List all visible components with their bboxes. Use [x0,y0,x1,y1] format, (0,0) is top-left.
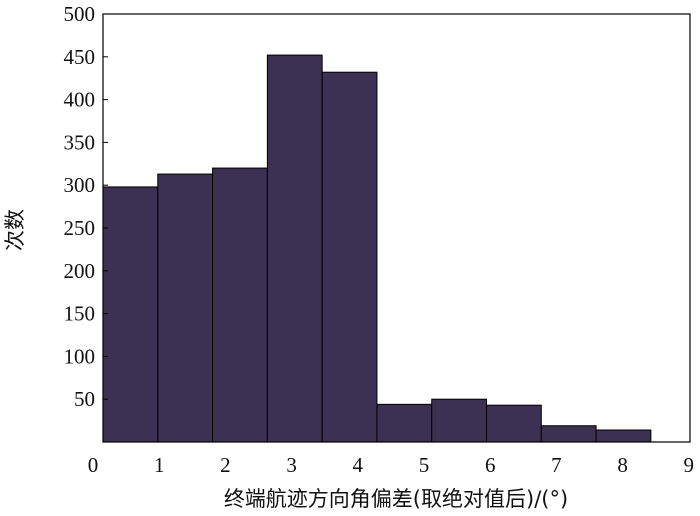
x-tick-label: 6 [485,453,496,477]
histogram-bar [157,173,214,443]
histogram-bar [540,425,597,443]
y-tick-label: 350 [64,130,96,154]
y-tick-label: 400 [64,88,96,112]
x-tick-label: 8 [617,453,628,477]
y-tick-label: 150 [64,302,96,326]
histogram-bar [212,167,268,443]
y-tick-label: 200 [64,259,96,283]
y-tick-label: 300 [64,173,96,197]
y-axis-title: 次数 [3,209,27,251]
y-tick-label: 100 [64,344,96,368]
histogram-bar [102,186,159,443]
x-tick-label: 9 [684,453,695,477]
histogram-bar [376,403,433,443]
x-axis-title: 终端航迹方向角偏差(取绝对值后)/(°) [224,487,568,511]
x-tick-label: 7 [551,453,562,477]
y-tick-labels: 50 100 150 200 250 300 350 400 450 500 [64,2,96,411]
y-tick-label: 250 [64,216,96,240]
histogram-bar [486,404,542,443]
x-tick-labels: 0 1 2 3 4 5 6 7 8 9 [88,453,694,477]
x-tick-label: 2 [220,453,231,477]
histogram-bar [266,54,323,443]
bars-group [102,54,652,443]
y-tick-label: 450 [64,45,96,69]
histogram-bar [321,71,378,443]
x-tick-label: 1 [154,453,165,477]
y-tick-label: 50 [74,387,95,411]
y-tick-label: 500 [64,2,96,26]
x-tick-label: 4 [353,453,364,477]
x-tick-label: 3 [286,453,297,477]
histogram-bar [595,429,652,443]
tick-marks [103,13,108,400]
x-tick-label: 5 [419,453,430,477]
histogram-bar [431,398,488,443]
x-tick-label: 0 [88,453,99,477]
